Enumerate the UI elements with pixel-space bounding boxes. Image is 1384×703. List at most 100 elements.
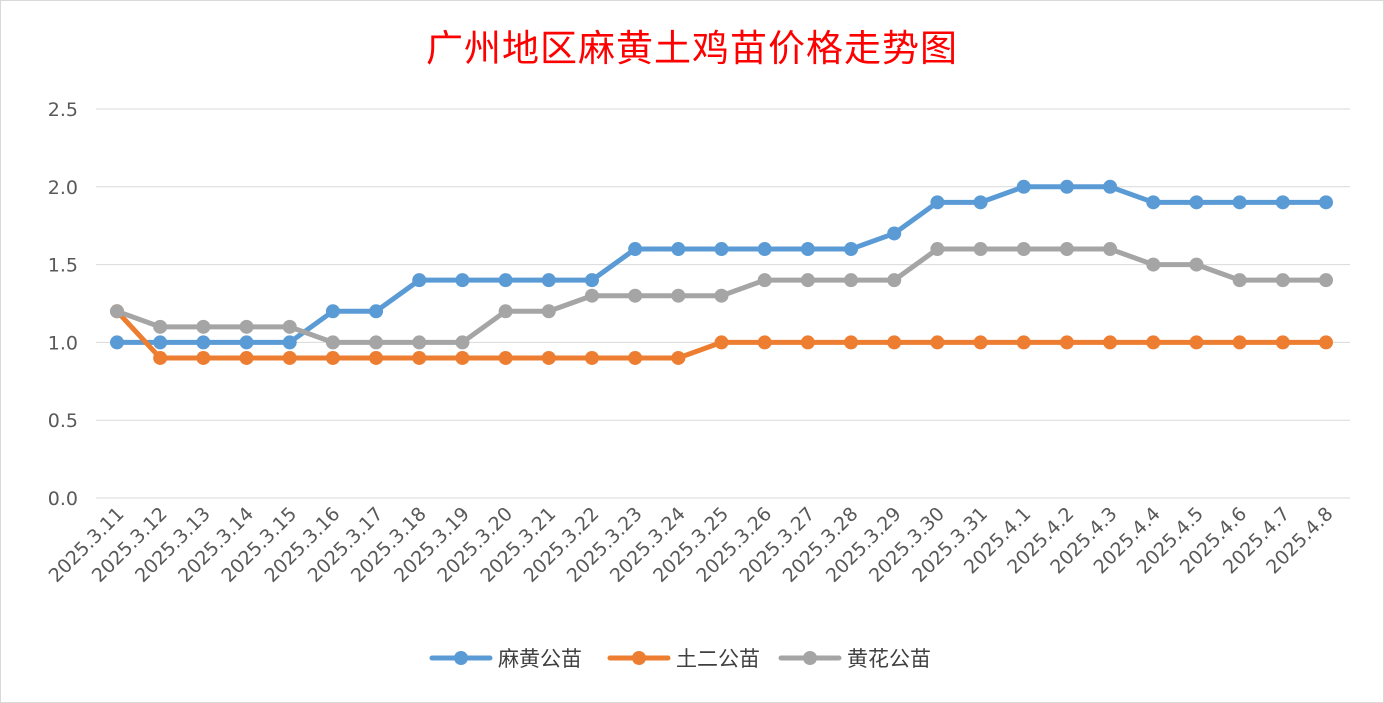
data-point-series-3 (1016, 242, 1031, 257)
data-point-series-3 (541, 304, 556, 319)
data-point-series-1 (628, 242, 643, 257)
data-point-series-1 (1275, 195, 1290, 210)
data-point-series-1 (1319, 195, 1333, 210)
data-point-series-1 (325, 304, 340, 319)
data-point-series-1 (1016, 179, 1031, 194)
data-point-series-1 (239, 335, 254, 350)
legend-marker (803, 651, 817, 665)
data-point-series-1 (1103, 179, 1118, 194)
data-point-series-2 (757, 335, 772, 350)
data-point-series-1 (412, 273, 427, 288)
data-point-series-3 (455, 335, 470, 350)
data-point-series-3 (930, 242, 945, 257)
y-tick-label: 1.0 (48, 332, 78, 354)
data-point-series-3 (800, 273, 815, 288)
data-point-series-3 (1146, 257, 1161, 272)
data-point-series-2 (714, 335, 729, 350)
data-point-series-3 (325, 335, 340, 350)
data-point-series-3 (153, 319, 168, 334)
data-point-series-3 (671, 288, 686, 303)
data-point-series-3 (973, 242, 988, 257)
data-point-series-1 (455, 273, 470, 288)
data-point-series-3 (412, 335, 427, 350)
data-point-series-2 (282, 350, 297, 365)
legend-marker (454, 651, 468, 665)
data-point-series-2 (1275, 335, 1290, 350)
data-point-series-1 (844, 242, 859, 257)
data-point-series-2 (1016, 335, 1031, 350)
data-point-series-2 (541, 350, 556, 365)
data-point-series-2 (412, 350, 427, 365)
legend-marker (632, 651, 646, 665)
data-point-series-2 (239, 350, 254, 365)
data-point-series-3 (498, 304, 513, 319)
data-point-series-3 (1189, 257, 1204, 272)
data-point-series-2 (1319, 335, 1333, 350)
data-point-series-3 (628, 288, 643, 303)
data-point-series-1 (153, 335, 168, 350)
data-point-series-3 (239, 319, 254, 334)
data-point-series-3 (1275, 273, 1290, 288)
data-point-series-2 (1059, 335, 1074, 350)
data-point-series-1 (800, 242, 815, 257)
data-point-series-1 (1189, 195, 1204, 210)
data-point-series-2 (1146, 335, 1161, 350)
data-point-series-2 (973, 335, 988, 350)
data-point-series-2 (628, 350, 643, 365)
data-point-series-2 (369, 350, 384, 365)
data-point-series-3 (844, 273, 859, 288)
data-point-series-1 (973, 195, 988, 210)
data-point-series-3 (196, 319, 211, 334)
data-point-series-2 (455, 350, 470, 365)
data-point-series-1 (671, 242, 686, 257)
data-point-series-2 (800, 335, 815, 350)
data-point-series-2 (498, 350, 513, 365)
data-point-series-1 (1232, 195, 1247, 210)
data-point-series-1 (369, 304, 384, 319)
data-point-series-3 (584, 288, 599, 303)
data-point-series-1 (196, 335, 211, 350)
data-point-series-3 (714, 288, 729, 303)
data-point-series-2 (671, 350, 686, 365)
data-point-series-2 (1189, 335, 1204, 350)
data-point-series-2 (584, 350, 599, 365)
data-point-series-1 (282, 335, 297, 350)
data-point-series-2 (887, 335, 902, 350)
data-point-series-2 (930, 335, 945, 350)
data-point-series-3 (1103, 242, 1118, 257)
data-point-series-3 (1059, 242, 1074, 257)
data-point-series-2 (1103, 335, 1118, 350)
legend-label: 麻黄公苗 (498, 647, 582, 671)
chart-title: 广州地区麻黄土鸡苗价格走势图 (426, 27, 958, 70)
legend-label: 土二公苗 (676, 647, 760, 671)
data-point-series-2 (325, 350, 340, 365)
data-point-series-2 (153, 350, 168, 365)
y-tick-label: 2.0 (48, 177, 78, 199)
y-tick-label: 0.5 (48, 410, 78, 432)
data-point-series-1 (498, 273, 513, 288)
data-point-series-3 (1232, 273, 1247, 288)
data-point-series-2 (196, 350, 211, 365)
data-point-series-3 (282, 319, 297, 334)
y-tick-label: 0.0 (48, 488, 78, 510)
data-point-series-1 (757, 242, 772, 257)
data-point-series-3 (1319, 273, 1333, 288)
data-point-series-2 (1232, 335, 1247, 350)
data-point-series-3 (757, 273, 772, 288)
data-point-series-3 (887, 273, 902, 288)
data-point-series-1 (930, 195, 945, 210)
data-point-series-3 (110, 304, 124, 319)
data-point-series-1 (887, 226, 902, 241)
y-tick-label: 1.5 (48, 255, 78, 277)
data-point-series-3 (369, 335, 384, 350)
data-point-series-2 (844, 335, 859, 350)
data-point-series-1 (110, 335, 124, 350)
data-point-series-1 (1146, 195, 1161, 210)
y-tick-label: 2.5 (48, 99, 78, 121)
data-point-series-1 (541, 273, 556, 288)
data-point-series-1 (584, 273, 599, 288)
legend-label: 黄花公苗 (847, 647, 931, 671)
data-point-series-1 (1059, 179, 1074, 194)
data-point-series-1 (714, 242, 729, 257)
